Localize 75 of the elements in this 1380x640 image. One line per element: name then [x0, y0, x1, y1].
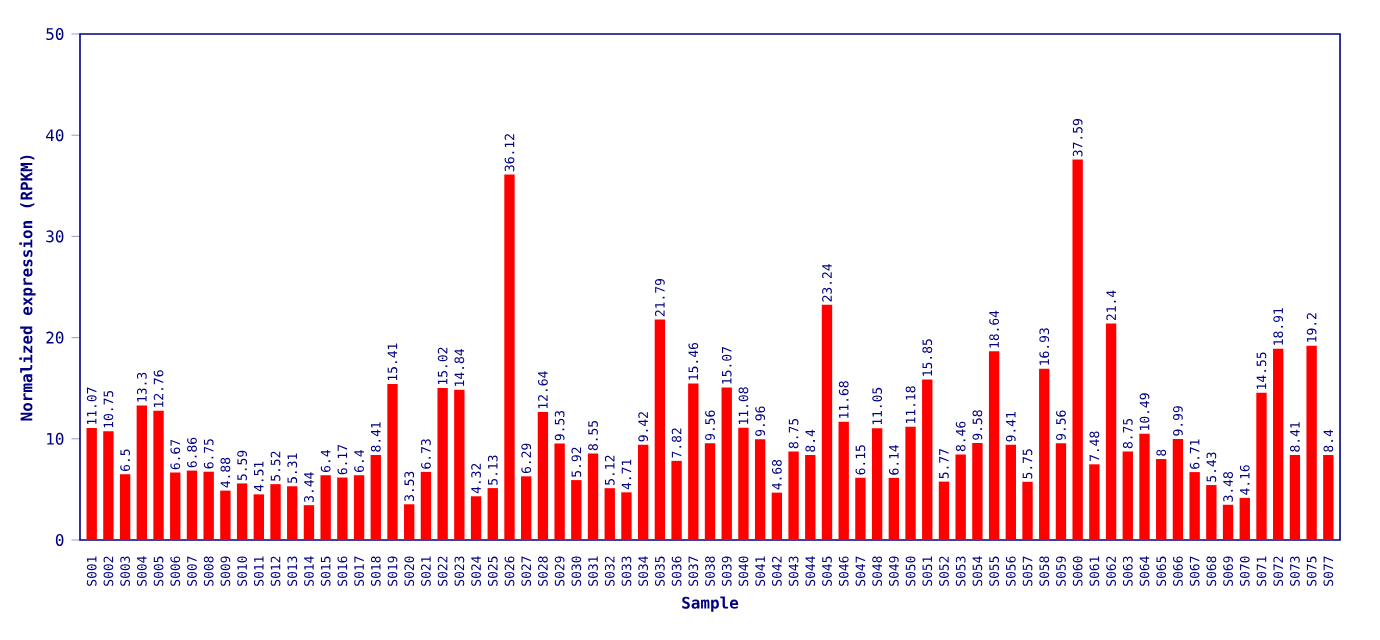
bar: [170, 472, 181, 540]
bar: [437, 388, 448, 540]
bar: [1289, 454, 1301, 540]
bar: [1005, 444, 1016, 540]
bar: [86, 427, 97, 540]
bar: [1072, 159, 1083, 540]
bar: [654, 319, 666, 540]
bar: [704, 443, 716, 540]
bar: [1206, 485, 1217, 540]
bar: [1239, 497, 1250, 540]
bar: [571, 480, 582, 540]
bar: [1089, 464, 1100, 540]
bar: [370, 454, 381, 540]
bar: [1306, 345, 1317, 540]
bar: [972, 443, 983, 540]
bar: [320, 475, 331, 540]
bar: [721, 387, 732, 540]
bar: [203, 471, 214, 540]
bar: [537, 412, 549, 540]
bar: [838, 421, 849, 540]
bar: [1122, 451, 1133, 540]
bar: [103, 431, 114, 540]
bar: [186, 470, 198, 540]
bar: [1256, 392, 1267, 540]
bar: [487, 488, 498, 540]
bar: [922, 379, 933, 540]
bar: [805, 454, 816, 540]
bar: [470, 496, 482, 540]
bar: [788, 451, 799, 540]
bar: [855, 477, 866, 540]
bar: [220, 490, 231, 540]
bar: [387, 384, 398, 540]
bar: [587, 453, 599, 540]
bar: [988, 351, 1000, 540]
bar: [554, 443, 565, 540]
bar: [738, 427, 749, 540]
bar: [955, 454, 966, 540]
bar: [303, 505, 315, 540]
bar: [637, 444, 649, 540]
bar: [771, 492, 783, 540]
bar: [905, 426, 916, 540]
bar: [621, 492, 632, 540]
bar: [671, 460, 682, 540]
bar: [236, 483, 248, 540]
bar: [888, 477, 900, 540]
bar: [353, 475, 365, 540]
bar: [153, 410, 164, 540]
bar: [504, 174, 515, 540]
bar: [938, 481, 950, 540]
bar: [1156, 459, 1167, 540]
bar: [1139, 433, 1150, 540]
bar: [404, 504, 415, 540]
bar: [253, 494, 264, 540]
bar: [1189, 472, 1200, 540]
bar: [270, 484, 281, 540]
bar: [136, 405, 148, 540]
bar: [688, 383, 699, 540]
bar: [521, 476, 532, 540]
bar: [1172, 438, 1184, 540]
bar: [604, 488, 615, 540]
bar: [287, 486, 298, 540]
bar: [1323, 454, 1334, 540]
bar: [337, 477, 348, 540]
bar: [754, 439, 766, 540]
bar: [454, 389, 465, 540]
bar: [1222, 504, 1234, 540]
bar: [119, 474, 131, 540]
bar: [420, 471, 432, 540]
bar: [821, 304, 833, 540]
bar: [1022, 481, 1033, 540]
bar: [1273, 348, 1284, 540]
bar: [1039, 368, 1050, 540]
bar: [1055, 443, 1067, 540]
bar: [1105, 323, 1117, 540]
bar: [871, 428, 883, 540]
